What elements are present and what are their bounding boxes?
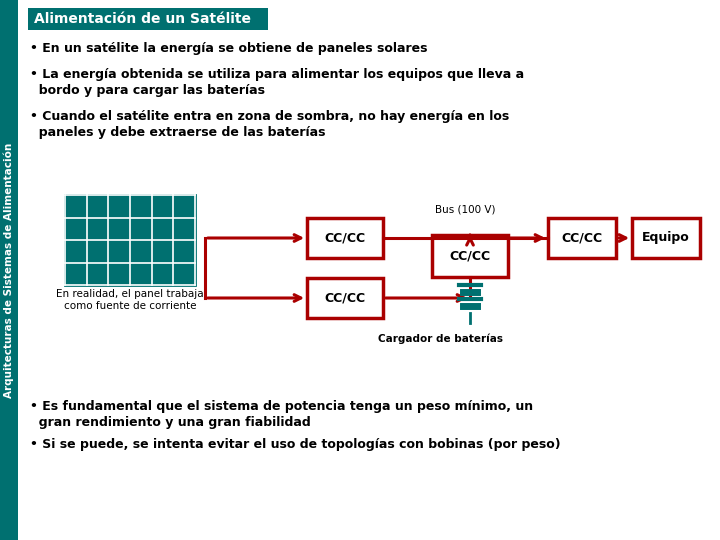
Text: CC/CC: CC/CC: [325, 232, 366, 245]
Bar: [432, 235, 508, 277]
Text: • Si se puede, se intenta evitar el uso de topologías con bobinas (por peso): • Si se puede, se intenta evitar el uso …: [30, 438, 561, 451]
Bar: [632, 218, 700, 258]
Text: Equipo: Equipo: [642, 232, 690, 245]
Text: • La energía obtenida se utiliza para alimentar los equipos que lleva a: • La energía obtenida se utiliza para al…: [30, 68, 524, 81]
Text: En realidad, el panel trabaja
como fuente de corriente: En realidad, el panel trabaja como fuent…: [56, 289, 204, 310]
Text: • En un satélite la energía se obtiene de paneles solares: • En un satélite la energía se obtiene d…: [30, 42, 428, 55]
Text: Alimentación de un Satélite: Alimentación de un Satélite: [34, 12, 251, 26]
Text: • Cuando el satélite entra en zona de sombra, no hay energía en los: • Cuando el satélite entra en zona de so…: [30, 110, 509, 123]
Bar: [548, 218, 616, 258]
Text: bordo y para cargar las baterías: bordo y para cargar las baterías: [30, 84, 265, 97]
Text: Cargador de baterías: Cargador de baterías: [377, 333, 503, 343]
Text: • Es fundamental que el sistema de potencia tenga un peso mínimo, un: • Es fundamental que el sistema de poten…: [30, 400, 533, 413]
Text: CC/CC: CC/CC: [562, 232, 603, 245]
Bar: [0, 0, 18, 540]
Bar: [307, 218, 383, 258]
Text: CC/CC: CC/CC: [449, 249, 490, 262]
Bar: [65, 195, 195, 285]
Bar: [307, 278, 383, 318]
Text: CC/CC: CC/CC: [325, 292, 366, 305]
Text: paneles y debe extraerse de las baterías: paneles y debe extraerse de las baterías: [30, 126, 325, 139]
Text: Bus (100 V): Bus (100 V): [435, 205, 495, 215]
Text: Arquitecturas de Sistemas de Alimentación: Arquitecturas de Sistemas de Alimentació…: [4, 143, 14, 397]
Bar: [28, 8, 268, 30]
Text: gran rendimiento y una gran fiabilidad: gran rendimiento y una gran fiabilidad: [30, 416, 311, 429]
